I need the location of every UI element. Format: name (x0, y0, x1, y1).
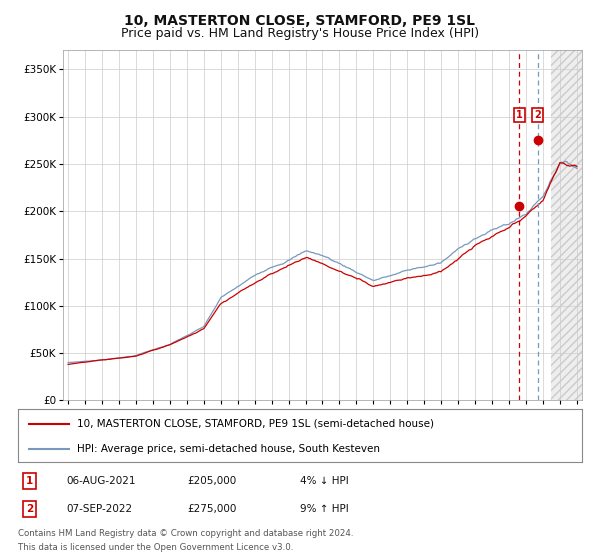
Text: 06-AUG-2021: 06-AUG-2021 (66, 476, 136, 486)
Text: 2: 2 (534, 110, 541, 120)
Text: 1: 1 (26, 476, 33, 486)
Text: 2: 2 (26, 504, 33, 514)
Bar (551, 50, 582, 400)
Text: Price paid vs. HM Land Registry's House Price Index (HPI): Price paid vs. HM Land Registry's House … (121, 27, 479, 40)
Text: 10, MASTERTON CLOSE, STAMFORD, PE9 1SL: 10, MASTERTON CLOSE, STAMFORD, PE9 1SL (125, 14, 476, 28)
Text: This data is licensed under the Open Government Licence v3.0.: This data is licensed under the Open Gov… (18, 543, 293, 552)
Text: £275,000: £275,000 (187, 504, 236, 514)
Text: 07-SEP-2022: 07-SEP-2022 (66, 504, 132, 514)
Text: 1: 1 (516, 110, 523, 120)
Text: £205,000: £205,000 (187, 476, 236, 486)
Text: Contains HM Land Registry data © Crown copyright and database right 2024.: Contains HM Land Registry data © Crown c… (18, 529, 353, 538)
Text: 9% ↑ HPI: 9% ↑ HPI (300, 504, 349, 514)
Text: HPI: Average price, semi-detached house, South Kesteven: HPI: Average price, semi-detached house,… (77, 444, 380, 454)
Text: 10, MASTERTON CLOSE, STAMFORD, PE9 1SL (semi-detached house): 10, MASTERTON CLOSE, STAMFORD, PE9 1SL (… (77, 419, 434, 429)
Text: 4% ↓ HPI: 4% ↓ HPI (300, 476, 349, 486)
